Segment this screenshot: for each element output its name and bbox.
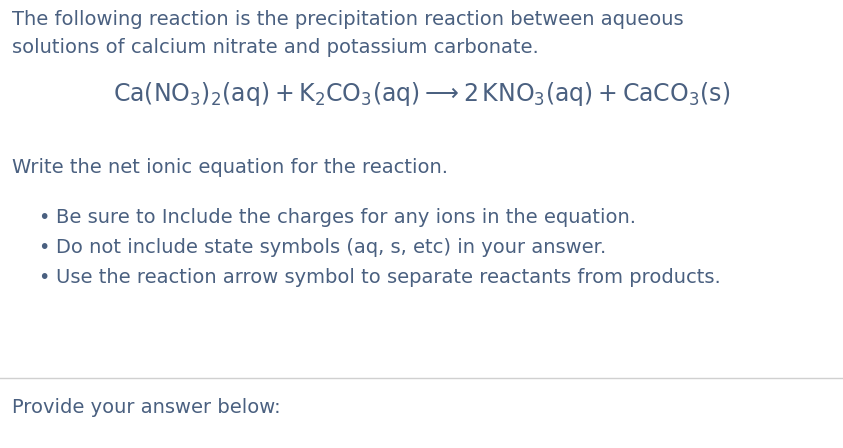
Text: Do not include state symbols (aq, s, etc) in your answer.: Do not include state symbols (aq, s, etc… (56, 238, 606, 257)
Text: solutions of calcium nitrate and potassium carbonate.: solutions of calcium nitrate and potassi… (12, 38, 539, 57)
Text: •: • (38, 208, 50, 227)
Text: Provide your answer below:: Provide your answer below: (12, 398, 281, 417)
Text: Be sure to Include the charges for any ions in the equation.: Be sure to Include the charges for any i… (56, 208, 636, 227)
Text: Use the reaction arrow symbol to separate reactants from products.: Use the reaction arrow symbol to separat… (56, 268, 721, 287)
Text: Write the net ionic equation for the reaction.: Write the net ionic equation for the rea… (12, 158, 448, 177)
Text: •: • (38, 268, 50, 287)
Text: The following reaction is the precipitation reaction between aqueous: The following reaction is the precipitat… (12, 10, 684, 29)
Text: •: • (38, 238, 50, 257)
Text: $\mathrm{Ca(NO_3)_2(aq) + K_2CO_3(aq) \longrightarrow 2\,KNO_3(aq) + CaCO_3(s)}$: $\mathrm{Ca(NO_3)_2(aq) + K_2CO_3(aq) \l… (113, 80, 730, 108)
